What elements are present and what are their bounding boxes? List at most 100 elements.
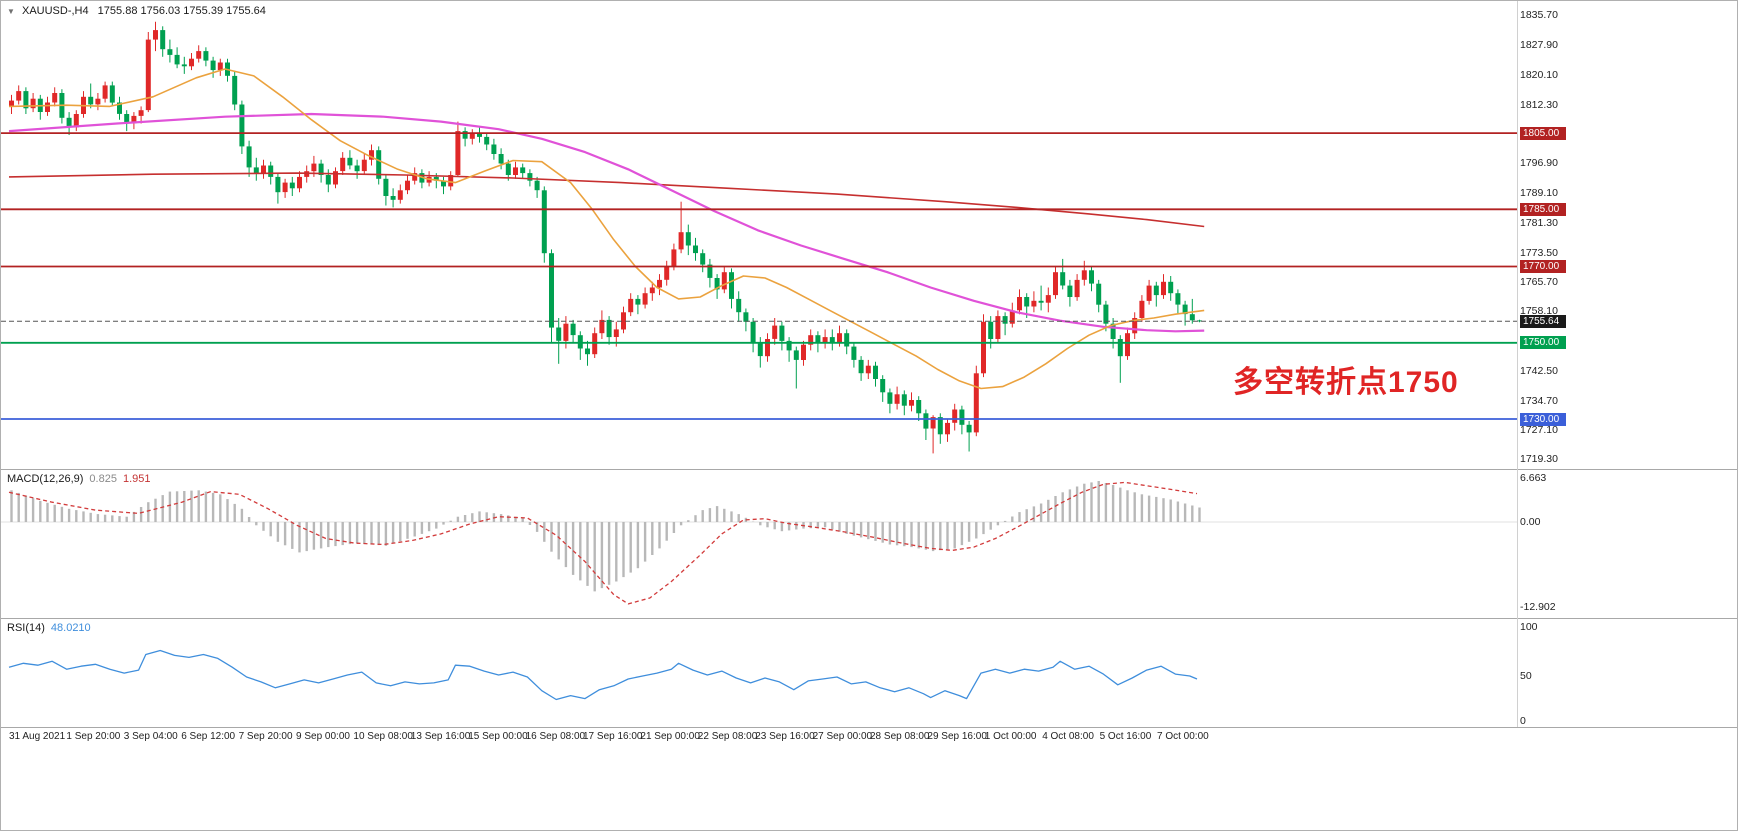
candle-body bbox=[383, 178, 389, 196]
candle-body bbox=[923, 413, 929, 429]
date-label: 23 Sep 16:00 bbox=[755, 731, 815, 742]
candle-body bbox=[563, 323, 569, 341]
date-label: 16 Sep 08:00 bbox=[525, 731, 586, 742]
collapse-icon[interactable]: ▼ bbox=[7, 7, 15, 16]
panel-separator[interactable] bbox=[1, 727, 1737, 728]
date-label: 7 Sep 20:00 bbox=[238, 731, 293, 742]
candle-body bbox=[714, 278, 720, 290]
candle-body bbox=[700, 253, 706, 265]
candle-body bbox=[577, 335, 583, 349]
price-axis[interactable]: 1805.00 1785.00 1770.00 1750.00 1730.00 1755.… bbox=[1517, 1, 1577, 727]
candle-body bbox=[527, 173, 533, 181]
price-axis-label: 1742.50 bbox=[1520, 364, 1558, 377]
candle-body bbox=[1117, 339, 1123, 357]
candle-body bbox=[462, 131, 468, 139]
candle-body bbox=[181, 64, 187, 67]
ma-slow-red-line[interactable] bbox=[8, 172, 1205, 228]
candle-body bbox=[340, 157, 346, 172]
price-axis-border bbox=[1517, 1, 1518, 727]
candle-body bbox=[988, 321, 994, 339]
candle-body bbox=[354, 165, 360, 172]
date-label: 31 Aug 2021 bbox=[9, 731, 66, 742]
price-axis-label: 1773.50 bbox=[1520, 246, 1558, 259]
candle-body bbox=[765, 339, 770, 357]
rsi-label: RSI(14) 48.0210 bbox=[7, 622, 91, 634]
candle-body bbox=[124, 114, 130, 124]
date-label: 10 Sep 08:00 bbox=[353, 731, 413, 742]
price-axis-label: 1765.70 bbox=[1520, 276, 1558, 289]
candle-body bbox=[981, 321, 986, 374]
candle-body bbox=[1161, 281, 1166, 296]
candle-body bbox=[153, 30, 158, 40]
date-label: 3 Sep 04:00 bbox=[123, 731, 178, 742]
candle-body bbox=[621, 312, 626, 330]
macd-axis-label: 6.663 bbox=[1520, 472, 1547, 484]
candle-body bbox=[390, 196, 396, 200]
candle-body bbox=[433, 176, 439, 181]
candle-body bbox=[628, 298, 634, 313]
candle-body bbox=[966, 424, 972, 433]
candle-body bbox=[52, 93, 58, 103]
panel-separator[interactable] bbox=[1, 618, 1737, 619]
candle-body bbox=[1096, 283, 1102, 305]
candle-body bbox=[1146, 285, 1152, 301]
candle-body bbox=[1153, 285, 1159, 296]
candle-body bbox=[786, 340, 792, 351]
candle-body bbox=[477, 133, 482, 137]
candle-body bbox=[851, 346, 857, 360]
candle-body bbox=[397, 190, 403, 200]
date-label: 4 Oct 08:00 bbox=[1042, 731, 1094, 742]
candle-body bbox=[815, 335, 821, 343]
date-label: 28 Sep 08:00 bbox=[870, 731, 930, 742]
candle-body bbox=[513, 167, 518, 175]
candle-body bbox=[1139, 300, 1145, 318]
candle-body bbox=[801, 344, 806, 360]
symbol-timeframe-label: XAUUSD-,H4 bbox=[21, 5, 89, 17]
date-label: 9 Sep 00:00 bbox=[296, 731, 350, 742]
macd-signal-line bbox=[8, 481, 1198, 605]
time-axis[interactable]: 31 Aug 2021 1 Sep 20:00 3 Sep 04:00 6 Sep 1… bbox=[1, 728, 1517, 748]
macd-histogram bbox=[10, 481, 1201, 592]
candle-body bbox=[217, 62, 223, 71]
chart-annotation-text[interactable]: 多空转折点1750 bbox=[1233, 366, 1459, 399]
macd-axis-label: -12.902 bbox=[1520, 600, 1556, 613]
price-badge-1750.00: 1750.00 bbox=[1520, 336, 1566, 350]
candle-body bbox=[693, 245, 698, 254]
rsi-panel-canvas[interactable] bbox=[1, 620, 1517, 727]
candle-body bbox=[405, 180, 410, 191]
candle-body bbox=[937, 417, 943, 435]
candle-body bbox=[556, 327, 562, 341]
candle-body bbox=[95, 98, 101, 105]
candle-body bbox=[246, 146, 252, 168]
candle-body bbox=[664, 266, 670, 280]
price-badge-1770.00: 1770.00 bbox=[1520, 260, 1566, 274]
candle-body bbox=[441, 180, 446, 187]
candle-body bbox=[1074, 279, 1080, 298]
candle-body bbox=[1045, 295, 1051, 303]
panel-separator[interactable] bbox=[1, 469, 1737, 470]
candle-body bbox=[873, 365, 878, 379]
candle-body bbox=[729, 272, 734, 299]
date-label: 22 Sep 08:00 bbox=[697, 731, 758, 742]
macd-panel-canvas[interactable] bbox=[1, 471, 1517, 617]
candle-body bbox=[30, 98, 36, 109]
candle-body bbox=[203, 51, 209, 61]
price-axis-label: 1789.10 bbox=[1520, 187, 1558, 200]
candle-body bbox=[1017, 297, 1022, 311]
price-chart-canvas[interactable] bbox=[1, 1, 1517, 469]
candle-body bbox=[750, 321, 756, 343]
candle-body bbox=[117, 102, 122, 114]
price-badge-1805.00: 1805.00 bbox=[1520, 126, 1566, 140]
date-label: 17 Sep 16:00 bbox=[583, 731, 643, 742]
candle-body bbox=[829, 337, 835, 343]
price-axis-label: 1827.90 bbox=[1520, 39, 1558, 52]
candle-body bbox=[1038, 300, 1044, 303]
candle-body bbox=[469, 133, 475, 139]
candle-body bbox=[1002, 316, 1008, 324]
date-label: 15 Sep 00:00 bbox=[468, 731, 528, 742]
ma-fast-orange-line[interactable] bbox=[8, 68, 1205, 390]
candle-body bbox=[498, 154, 504, 164]
candle-body bbox=[592, 333, 598, 355]
rsi-axis-label: 100 bbox=[1520, 621, 1538, 634]
